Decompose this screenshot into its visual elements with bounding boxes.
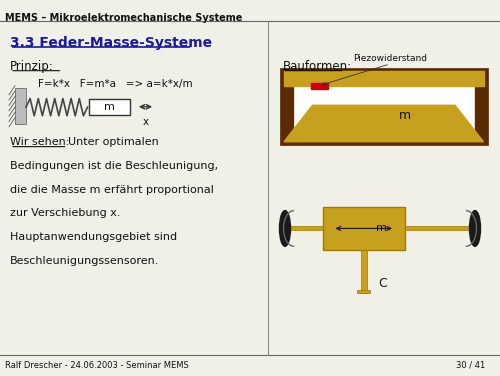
Text: Wir sehen:: Wir sehen: [10,137,70,147]
Text: zur Verschiebung x.: zur Verschiebung x. [10,208,120,218]
Polygon shape [15,88,26,124]
Text: Bedingungen ist die Beschleunigung,: Bedingungen ist die Beschleunigung, [10,161,218,171]
Text: m: m [104,102,115,112]
Text: MEMS – Mikroelektromechanische Systeme: MEMS – Mikroelektromechanische Systeme [5,13,242,23]
Polygon shape [284,71,484,86]
Polygon shape [89,99,130,115]
Text: die die Masse m erfährt proportional: die die Masse m erfährt proportional [10,185,214,195]
Text: m: m [398,109,410,122]
Text: Ralf Drescher - 24.06.2003 - Seminar MEMS: Ralf Drescher - 24.06.2003 - Seminar MEM… [5,361,189,370]
Polygon shape [405,226,475,230]
Polygon shape [311,83,328,89]
Polygon shape [294,82,474,129]
Text: C: C [378,277,386,290]
Text: 30 / 41: 30 / 41 [456,361,485,370]
Polygon shape [322,207,405,250]
Ellipse shape [470,211,480,246]
Polygon shape [285,226,323,230]
Text: Hauptanwendungsgebiet sind: Hauptanwendungsgebiet sind [10,232,177,242]
Text: Prinzip:: Prinzip: [10,60,54,73]
Ellipse shape [280,211,290,246]
Polygon shape [357,290,370,293]
Text: Bauformen:: Bauformen: [282,60,352,73]
Text: Unter optimalen: Unter optimalen [68,137,159,147]
Text: Beschleunigungssensoren.: Beschleunigungssensoren. [10,256,160,266]
Text: m: m [376,223,388,233]
Polygon shape [284,105,484,142]
Polygon shape [361,250,367,293]
Text: Piezowiderstand: Piezowiderstand [353,54,427,63]
Polygon shape [280,68,488,145]
Text: F=k*x   F=m*a   => a=k*x/m: F=k*x F=m*a => a=k*x/m [38,79,192,89]
Text: 3.3 Feder-Masse-Systeme: 3.3 Feder-Masse-Systeme [10,36,212,50]
Text: x: x [142,117,148,127]
